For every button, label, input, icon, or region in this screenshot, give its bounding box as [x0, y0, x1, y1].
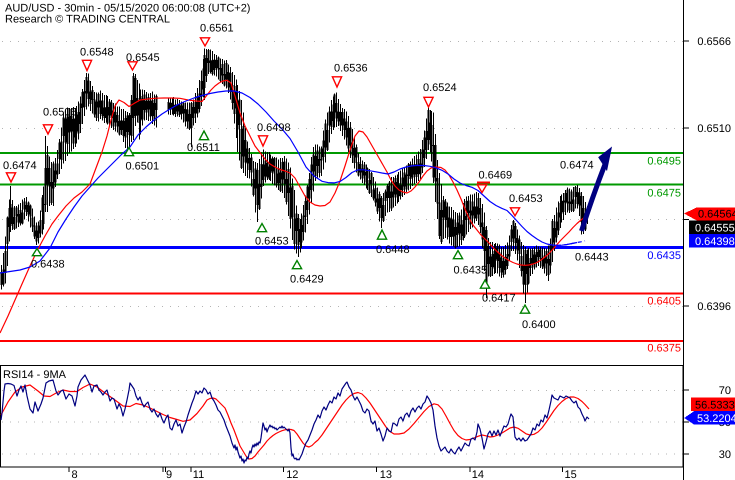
svg-text:0.6375: 0.6375 — [647, 343, 681, 355]
svg-text:11: 11 — [193, 469, 204, 480]
svg-text:0.6501: 0.6501 — [126, 161, 160, 173]
svg-text:Research © TRADING CENTRAL: Research © TRADING CENTRAL — [5, 14, 170, 26]
svg-text:0.6474: 0.6474 — [560, 159, 594, 171]
svg-text:0.6506: 0.6506 — [43, 107, 77, 119]
svg-text:0.6510: 0.6510 — [697, 123, 731, 135]
svg-text:0.6511: 0.6511 — [187, 142, 220, 154]
svg-text:0.6545: 0.6545 — [126, 52, 160, 64]
svg-text:0.6435: 0.6435 — [454, 264, 488, 276]
svg-text:9: 9 — [166, 469, 172, 480]
svg-text:14: 14 — [472, 469, 484, 480]
svg-text:0.6453: 0.6453 — [509, 193, 543, 205]
svg-text:0.64555: 0.64555 — [695, 222, 735, 234]
svg-text:0.6495: 0.6495 — [647, 156, 681, 168]
svg-text:0.6396: 0.6396 — [697, 301, 731, 313]
svg-text:0.6475: 0.6475 — [647, 187, 681, 199]
svg-text:AUD/USD - 30min - 05/15/2020 0: AUD/USD - 30min - 05/15/2020 06:00:08 (U… — [5, 3, 250, 15]
svg-text:0.6429: 0.6429 — [290, 274, 324, 286]
svg-text:0.645649: 0.645649 — [698, 209, 735, 221]
svg-text:12: 12 — [286, 469, 298, 480]
svg-text:0.6443: 0.6443 — [575, 252, 609, 264]
svg-text:15: 15 — [565, 469, 577, 480]
svg-text:0.6524: 0.6524 — [423, 82, 457, 94]
svg-text:0.6469: 0.6469 — [479, 170, 513, 182]
svg-text:70: 70 — [719, 385, 731, 397]
svg-text:0.6448: 0.6448 — [376, 244, 410, 256]
svg-text:0.6548: 0.6548 — [80, 47, 114, 59]
svg-text:RSI14 - 9MA: RSI14 - 9MA — [3, 369, 67, 381]
svg-text:0.6566: 0.6566 — [697, 36, 731, 48]
svg-text:53.2204: 53.2204 — [697, 413, 735, 425]
svg-text:0.6498: 0.6498 — [257, 122, 291, 134]
svg-text:0.6435: 0.6435 — [647, 250, 681, 262]
svg-text:0.6536: 0.6536 — [334, 63, 368, 75]
svg-text:0.6405: 0.6405 — [647, 296, 681, 308]
svg-text:0.6438: 0.6438 — [31, 259, 65, 271]
svg-text:56.5333: 56.5333 — [695, 399, 735, 411]
svg-text:0.6474: 0.6474 — [3, 160, 37, 172]
svg-text:8: 8 — [72, 469, 78, 480]
svg-text:0.6561: 0.6561 — [200, 23, 234, 35]
svg-text:0.6453: 0.6453 — [255, 236, 289, 248]
svg-text:30: 30 — [719, 449, 731, 461]
svg-text:0.6400: 0.6400 — [522, 319, 556, 331]
svg-text:0.6417: 0.6417 — [482, 293, 516, 305]
svg-text:13: 13 — [380, 469, 392, 480]
